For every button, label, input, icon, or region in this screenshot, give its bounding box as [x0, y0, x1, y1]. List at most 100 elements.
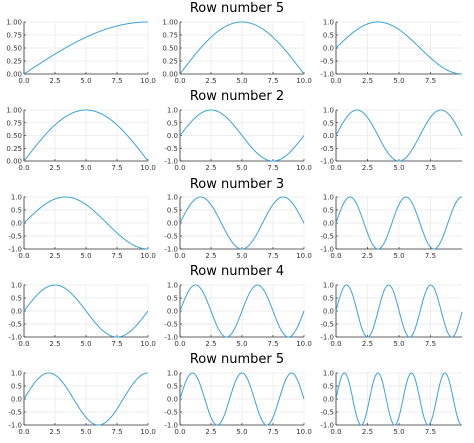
y-tick-label: 0.00 [6, 71, 22, 79]
x-tick-label: 5.0 [236, 164, 247, 172]
y-tick-label: 1.0 [323, 194, 334, 202]
y-tick-label: -0.5 [8, 409, 22, 417]
x-tick-label: 10.0 [140, 77, 156, 85]
subplot-r4-c3: 0.0 2.5 5.0 7.5 -1.0 -0.5 0.0 0.5 1.0 [320, 282, 463, 348]
y-tick-label: 0.0 [167, 132, 178, 140]
x-tick-label: 7.5 [111, 164, 122, 172]
x-tick-label: 2.5 [49, 77, 60, 85]
x-tick-label: 5.0 [393, 252, 404, 260]
x-tick-label: 5.0 [393, 164, 404, 172]
x-tick-label: 10.0 [140, 252, 156, 260]
y-tick-label: 0.0 [323, 308, 334, 316]
y-tick-label: 0.0 [11, 308, 22, 316]
x-tick-label: 2.5 [205, 77, 216, 85]
x-tick-label: 5.0 [80, 340, 91, 348]
series-line [179, 196, 305, 250]
y-tick-label: 0.50 [6, 45, 22, 53]
y-tick-label: -1.0 [320, 422, 334, 430]
x-tick-label: 2.5 [362, 77, 373, 85]
y-tick-label: -1.0 [164, 158, 178, 166]
x-tick-label: 7.5 [267, 252, 278, 260]
x-tick-label: 7.5 [111, 340, 122, 348]
series-line [23, 196, 149, 250]
x-tick-label: 7.5 [425, 340, 436, 348]
y-tick-label: 1.0 [11, 282, 22, 290]
y-tick-label: 0.50 [162, 45, 178, 53]
x-tick-label: 0.0 [174, 428, 185, 436]
y-tick-label: 0.0 [323, 396, 334, 404]
subplot-r5-c1: 0.0 2.5 5.0 7.5 10.0 -1.0 -0.5 0.0 0.5 1.0 [8, 370, 155, 437]
y-tick-label: 0.25 [6, 145, 22, 153]
row-title-5: Row number 5 [190, 352, 284, 367]
x-tick-label: 0.0 [174, 77, 185, 85]
x-tick-label: 2.5 [362, 340, 373, 348]
y-tick-label: -1.0 [8, 246, 22, 254]
subplot-r2-c1: 0.0 2.5 5.0 7.5 10.0 0.00 0.25 0.50 0.75 1.00 [6, 107, 155, 173]
x-tick-label: 10.0 [296, 77, 312, 85]
y-tick-label: -0.5 [320, 58, 334, 66]
y-tick-label: 1.0 [167, 194, 178, 202]
y-tick-label: -0.5 [8, 321, 22, 329]
subplot-r2-c2: 0.0 2.5 5.0 7.5 10.0 -1.0 -0.5 0.0 0.5 1.0 [164, 107, 311, 173]
x-tick-label: 7.5 [111, 77, 122, 85]
y-tick-label: 1.0 [11, 194, 22, 202]
y-tick-label: -0.5 [320, 321, 334, 329]
x-tick-label: 7.5 [425, 164, 436, 172]
y-tick-label: 0.5 [11, 295, 22, 303]
y-tick-label: 0.5 [11, 207, 22, 215]
x-tick-label: 2.5 [49, 164, 60, 172]
x-tick-label: 0.0 [18, 252, 29, 260]
x-tick-label: 0.0 [330, 340, 341, 348]
x-tick-label: 7.5 [267, 77, 278, 85]
y-tick-label: 1.00 [162, 19, 178, 27]
series-line [23, 21, 148, 75]
x-tick-label: 0.0 [330, 428, 341, 436]
x-tick-label: 2.5 [49, 340, 60, 348]
subplot-r1-c2: 0.0 2.5 5.0 7.5 10.0 0.00 0.25 0.50 0.75 1.00 [162, 19, 311, 86]
y-tick-label: 0.5 [323, 32, 334, 40]
subplot-r2-c3: 0.0 2.5 5.0 7.5 -1.0 -0.5 0.0 0.5 1.0 [320, 107, 463, 172]
y-tick-label: 0.5 [323, 383, 334, 391]
x-tick-label: 10.0 [140, 164, 156, 172]
series-line [23, 109, 149, 162]
x-tick-label: 5.0 [80, 428, 91, 436]
y-tick-label: 0.75 [6, 119, 22, 127]
row-title-2: Row number 2 [190, 89, 284, 104]
y-tick-label: 0.75 [162, 32, 178, 40]
x-tick-label: 7.5 [267, 164, 278, 172]
x-tick-label: 5.0 [393, 77, 404, 85]
y-tick-label: -1.0 [8, 422, 22, 430]
x-tick-label: 0.0 [18, 164, 29, 172]
y-tick-label: 1.0 [323, 19, 334, 27]
y-tick-label: -1.0 [320, 71, 334, 79]
x-tick-label: 5.0 [236, 340, 247, 348]
x-tick-label: 5.0 [236, 77, 247, 85]
x-tick-label: 5.0 [80, 252, 91, 260]
x-tick-label: 0.0 [174, 340, 185, 348]
x-tick-label: 0.0 [330, 252, 341, 260]
y-tick-label: -1.0 [320, 158, 334, 166]
subplot-panels: 0.0 2.5 5.0 7.5 10.0 0.00 0.25 0.50 0.75 1.00 0.0 2… [6, 19, 463, 437]
x-tick-label: 10.0 [296, 340, 312, 348]
y-tick-label: -1.0 [320, 334, 334, 342]
y-tick-label: 0.0 [167, 308, 178, 316]
y-tick-label: 0.5 [323, 207, 334, 215]
subplot-r5-c2: 0.0 2.5 5.0 7.5 10.0 -1.0 -0.5 0.0 0.5 1.0 [164, 370, 311, 437]
subplot-r4-c1: 0.0 2.5 5.0 7.5 10.0 -1.0 -0.5 0.0 0.5 1.0 [8, 282, 155, 349]
y-tick-label: 0.75 [6, 32, 22, 40]
y-tick-label: 1.00 [6, 19, 22, 27]
subplot-r4-c2: 0.0 2.5 5.0 7.5 10.0 -1.0 -0.5 0.0 0.5 1.0 [164, 282, 311, 349]
y-tick-label: -1.0 [164, 246, 178, 254]
y-tick-label: 0.50 [6, 132, 22, 140]
series-line [335, 372, 462, 426]
series-line [179, 21, 305, 75]
y-tick-label: 1.0 [167, 282, 178, 290]
y-tick-label: 0.0 [323, 45, 334, 53]
series-line [179, 284, 305, 338]
x-tick-label: 2.5 [49, 428, 60, 436]
y-tick-label: 0.00 [6, 158, 22, 166]
y-tick-label: 0.0 [11, 396, 22, 404]
x-tick-label: 10.0 [140, 428, 156, 436]
